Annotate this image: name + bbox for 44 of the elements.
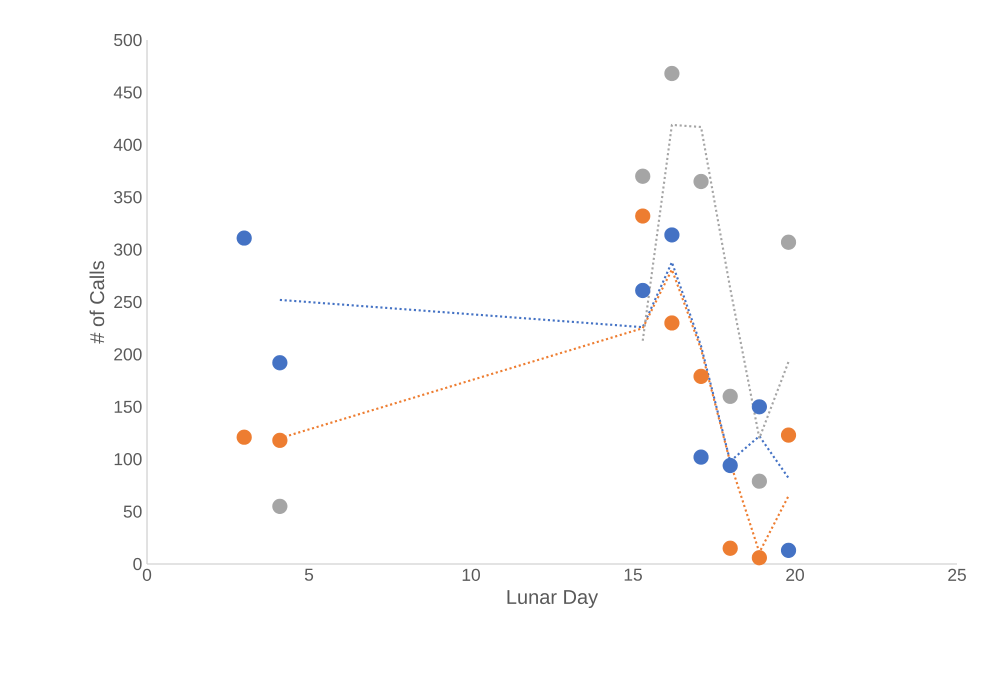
- y-tick-label: 300: [114, 243, 142, 256]
- y-tick-label: 150: [114, 400, 142, 413]
- line-series: [278, 261, 790, 480]
- point: [635, 282, 650, 298]
- y-axis-title: # of Calls: [90, 261, 104, 344]
- point: [752, 550, 767, 566]
- point: [272, 498, 288, 514]
- point: [635, 168, 650, 184]
- point: [693, 450, 709, 465]
- point: [236, 230, 252, 246]
- x-tick-label: 5: [304, 568, 314, 581]
- point: [780, 234, 796, 250]
- point: [722, 458, 738, 474]
- x-tick-label: 20: [786, 568, 804, 581]
- y-tick-label: 50: [124, 505, 142, 518]
- x-tick-label: 0: [142, 568, 152, 581]
- x-tick-label: 15: [624, 568, 642, 581]
- point: [272, 432, 288, 448]
- y-tick-label: 100: [114, 453, 142, 466]
- point: [664, 227, 680, 243]
- point: [780, 427, 796, 443]
- y-tick-label: 350: [114, 191, 142, 204]
- point: [752, 474, 767, 489]
- y-tick-label: 500: [114, 34, 142, 46]
- y-tick-label: 400: [114, 138, 142, 151]
- x-tick-label: 10: [462, 568, 480, 581]
- point: [635, 208, 650, 224]
- y-tick-label: 200: [114, 348, 142, 361]
- y-tick-label: 0: [133, 558, 142, 570]
- point: [664, 315, 680, 331]
- y-tick-label: 250: [114, 296, 142, 308]
- y-tick-label: 450: [114, 86, 142, 99]
- point: [752, 399, 767, 414]
- point: [664, 66, 680, 82]
- point: [722, 388, 738, 404]
- point: [693, 174, 709, 190]
- point: [272, 355, 288, 370]
- point: [780, 542, 796, 558]
- point: [722, 540, 738, 556]
- line-series: [642, 124, 790, 440]
- point: [693, 368, 709, 384]
- x-axis-title: Lunar Day: [508, 590, 598, 608]
- point: [236, 430, 252, 445]
- x-tick-label: 25: [948, 568, 966, 581]
